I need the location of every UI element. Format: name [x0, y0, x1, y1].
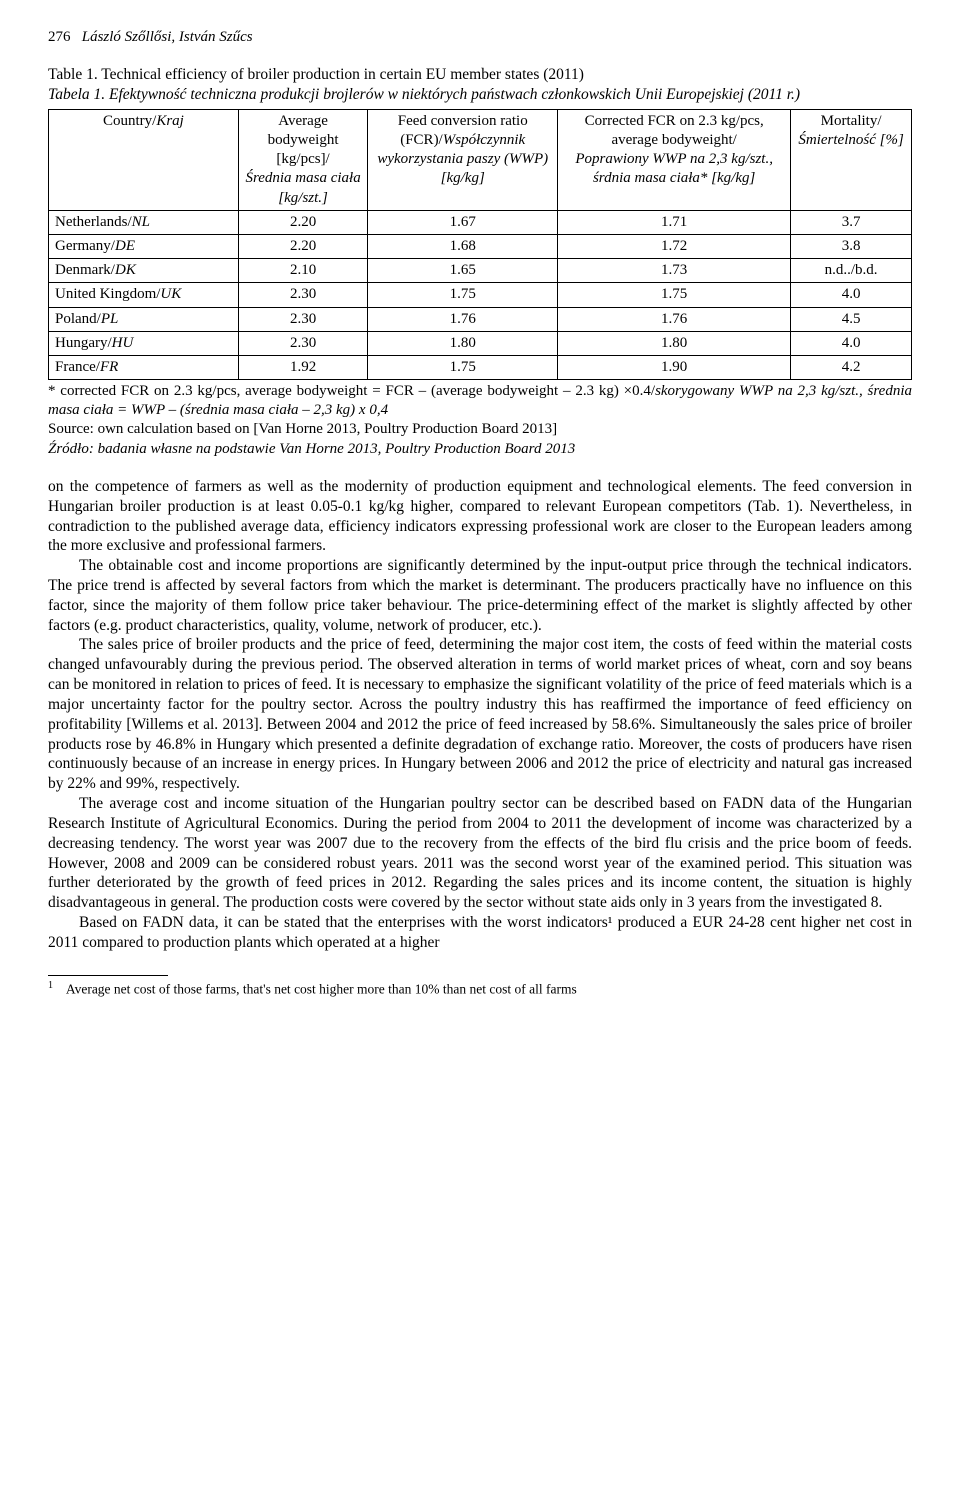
efficiency-table: Country/Kraj Average bodyweight [kg/pcs]… [48, 109, 912, 380]
cell-country: Netherlands/NL [49, 210, 239, 234]
cell-country: Poland/PL [49, 307, 239, 331]
table-footnotes: * corrected FCR on 2.3 kg/pcs, average b… [48, 382, 912, 459]
cell-mort: n.d../b.d. [791, 259, 912, 283]
cell-cfcr: 1.72 [558, 234, 791, 258]
cell-fcr: 1.65 [368, 259, 558, 283]
page-footnote: 1 Average net cost of those farms, that'… [48, 980, 912, 998]
table-title: Table 1. Technical efficiency of broiler… [48, 65, 912, 85]
cell-fcr: 1.76 [368, 307, 558, 331]
col-header-bodyweight: Average bodyweight [kg/pcs]/ Średnia mas… [238, 109, 367, 210]
table-row: Poland/PL2.301.761.764.5 [49, 307, 912, 331]
authors: László Szőllősi, István Szűcs [82, 29, 253, 45]
table-subtitle: Tabela 1. Efektywność techniczna produkc… [48, 85, 912, 105]
footnote-rule [48, 975, 168, 976]
col-header-fcr: Feed conversion ratio (FCR)/Współczynnik… [368, 109, 558, 210]
cell-cfcr: 1.71 [558, 210, 791, 234]
body-paragraph: Based on FADN data, it can be stated tha… [48, 913, 912, 953]
table-header-row: Country/Kraj Average bodyweight [kg/pcs]… [49, 109, 912, 210]
table-row: United Kingdom/UK2.301.751.754.0 [49, 283, 912, 307]
cell-mort: 3.8 [791, 234, 912, 258]
cell-bw: 2.10 [238, 259, 367, 283]
table-row: Germany/DE2.201.681.723.8 [49, 234, 912, 258]
cell-fcr: 1.75 [368, 355, 558, 379]
cell-bw: 1.92 [238, 355, 367, 379]
cell-mort: 4.5 [791, 307, 912, 331]
body-paragraph: The sales price of broiler products and … [48, 635, 912, 794]
table-row: Netherlands/NL2.201.671.713.7 [49, 210, 912, 234]
cell-fcr: 1.67 [368, 210, 558, 234]
cell-mort: 3.7 [791, 210, 912, 234]
cell-cfcr: 1.80 [558, 331, 791, 355]
cell-mort: 4.2 [791, 355, 912, 379]
cell-fcr: 1.68 [368, 234, 558, 258]
cell-bw: 2.30 [238, 283, 367, 307]
cell-bw: 2.20 [238, 234, 367, 258]
cell-fcr: 1.80 [368, 331, 558, 355]
table-row: Hungary/HU2.301.801.804.0 [49, 331, 912, 355]
cell-country: Denmark/DK [49, 259, 239, 283]
cell-bw: 2.30 [238, 331, 367, 355]
table-source-pl: Źródło: badania własne na podstawie Van … [48, 441, 575, 457]
body-paragraph: on the competence of farmers as well as … [48, 477, 912, 556]
cell-country: France/FR [49, 355, 239, 379]
col-header-corrected-fcr: Corrected FCR on 2.3 kg/pcs, average bod… [558, 109, 791, 210]
col-header-mortality: Mortality/ Śmiertelność [%] [791, 109, 912, 210]
cell-cfcr: 1.75 [558, 283, 791, 307]
cell-country: Germany/DE [49, 234, 239, 258]
cell-fcr: 1.75 [368, 283, 558, 307]
col-header-country: Country/Kraj [49, 109, 239, 210]
page-header: 276 László Szőllősi, István Szűcs [48, 28, 912, 47]
cell-cfcr: 1.90 [558, 355, 791, 379]
cell-mort: 4.0 [791, 331, 912, 355]
cell-bw: 2.30 [238, 307, 367, 331]
cell-country: United Kingdom/UK [49, 283, 239, 307]
footnote-text: Average net cost of those farms, that's … [66, 981, 577, 996]
table-row: France/FR1.921.751.904.2 [49, 355, 912, 379]
table-row: Denmark/DK2.101.651.73n.d../b.d. [49, 259, 912, 283]
body-paragraph: The obtainable cost and income proportio… [48, 556, 912, 635]
table-footnote-formula-en: * corrected FCR on 2.3 kg/pcs, average b… [48, 383, 655, 399]
cell-bw: 2.20 [238, 210, 367, 234]
footnote-marker: 1 [48, 980, 53, 991]
body-paragraph: The average cost and income situation of… [48, 794, 912, 913]
table-source-en: Source: own calculation based on [Van Ho… [48, 421, 557, 437]
cell-country: Hungary/HU [49, 331, 239, 355]
cell-cfcr: 1.76 [558, 307, 791, 331]
page-number: 276 [48, 29, 71, 45]
cell-mort: 4.0 [791, 283, 912, 307]
cell-cfcr: 1.73 [558, 259, 791, 283]
